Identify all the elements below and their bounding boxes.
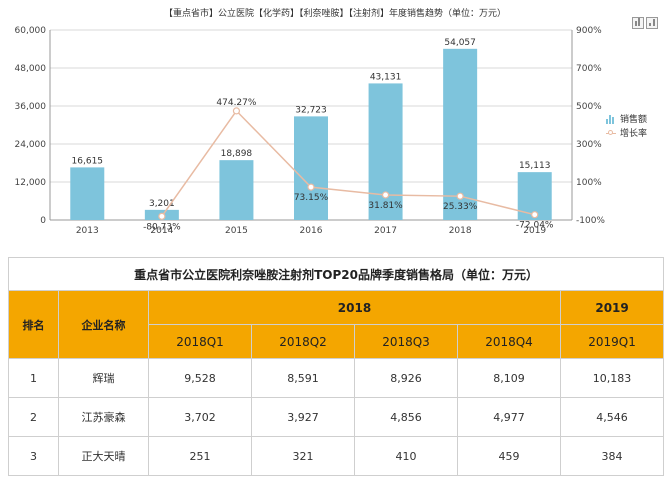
value-cell: 410	[354, 436, 458, 476]
x-tick-label: 2015	[225, 226, 248, 236]
bar-value-label: 3,201	[149, 199, 175, 209]
quarter-header: 2018Q3	[354, 324, 458, 359]
col-header-rank: 排名	[8, 290, 59, 359]
value-cell: 251	[148, 436, 252, 476]
quarter-header: 2018Q1	[148, 324, 252, 359]
y-tick-label: 48,000	[15, 64, 47, 74]
growth-value-label: -80.73%	[143, 222, 181, 232]
value-cell: 321	[251, 436, 355, 476]
table-row: 1 辉瑞 9,528 8,591 8,926 8,109 10,183	[8, 358, 665, 398]
company-cell: 正大天晴	[58, 436, 149, 476]
growth-line	[161, 109, 535, 217]
y2-tick-label: 300%	[576, 140, 602, 150]
legend-label-growth: 增长率	[620, 129, 648, 139]
x-tick-label: 2018	[449, 226, 472, 236]
quarter-header: 2019Q1	[559, 324, 665, 359]
bar-chart-icon[interactable]	[632, 17, 644, 29]
bar-value-label: 54,057	[444, 38, 476, 48]
y2-tick-label: 900%	[576, 26, 602, 36]
table-row: 2 江苏豪森 3,702 3,927 4,856 4,977 4,546	[8, 397, 665, 437]
value-cell: 8,109	[457, 358, 561, 398]
growth-point	[531, 211, 539, 219]
bar-value-label: 32,723	[295, 105, 327, 115]
x-tick-label: 2013	[76, 226, 99, 236]
growth-value-label: 474.27%	[216, 98, 256, 108]
sales-trend-chart: 【重点省市】公立医院【化学药】【利奈唑胺】【注射剂】年度销售趋势（单位：万元） …	[15, 9, 658, 236]
legend-label-sales: 销售额	[620, 115, 648, 125]
x-tick-label: 2016	[300, 226, 323, 236]
growth-value-label: -72.04%	[516, 221, 554, 231]
rank-cell: 2	[8, 397, 59, 437]
quarter-header: 2018Q4	[457, 324, 561, 359]
chart-title: 【重点省市】公立医院【化学药】【利奈唑胺】【注射剂】年度销售趋势（单位：万元）	[163, 9, 506, 19]
chart-legend: 销售额 增长率	[606, 113, 647, 141]
company-cell: 辉瑞	[58, 358, 149, 398]
y-tick-label: 24,000	[15, 140, 47, 150]
growth-point	[381, 191, 390, 199]
growth-value-label: 73.15%	[294, 193, 329, 203]
value-cell: 9,528	[148, 358, 252, 398]
line-legend-icon	[606, 130, 616, 135]
rank-cell: 3	[8, 436, 59, 476]
year-header-2018: 2018	[148, 290, 561, 325]
y2-tick-label: 100%	[576, 178, 602, 188]
y2-tick-label: 700%	[576, 64, 602, 74]
value-cell: 4,546	[559, 397, 665, 437]
value-cell: 3,927	[251, 397, 355, 437]
x-tick-label: 2017	[374, 226, 397, 236]
growth-value-label: 25.33%	[443, 202, 478, 212]
bar-value-label: 18,898	[221, 149, 253, 159]
y-tick-label: 12,000	[15, 178, 47, 188]
growth-value-label: 31.81%	[368, 201, 403, 211]
quarter-header: 2018Q2	[251, 324, 355, 359]
value-cell: 459	[457, 436, 561, 476]
value-cell: 10,183	[559, 358, 665, 398]
x-tick-label: 2019	[523, 226, 546, 236]
growth-point	[307, 183, 315, 191]
bar-value-label: 16,615	[72, 156, 104, 166]
line-chart-icon[interactable]	[646, 17, 658, 29]
growth-point	[158, 212, 166, 220]
bar-value-label: 15,113	[519, 161, 551, 171]
value-cell: 8,591	[251, 358, 355, 398]
bar	[294, 116, 328, 220]
year-header-2019: 2019	[559, 290, 665, 325]
bar	[219, 160, 254, 220]
y2-tick-label: 500%	[576, 102, 602, 112]
chart-plot: 0 -100% 12,000 100% 24,000 300% 36,000 500% 48,0…	[15, 26, 606, 236]
value-cell: 4,856	[354, 397, 458, 437]
col-header-company: 企业名称	[58, 290, 149, 359]
legend-item-growth[interactable]: 增长率	[606, 127, 647, 141]
growth-point	[456, 192, 464, 200]
value-cell: 384	[559, 436, 665, 476]
bar	[70, 167, 105, 220]
y2-tick-label: -100%	[576, 216, 605, 226]
bar	[443, 48, 478, 220]
growth-point	[232, 107, 241, 115]
company-cell: 江苏豪森	[58, 397, 149, 437]
y-tick-label: 0	[40, 216, 46, 226]
rank-cell: 1	[8, 358, 59, 398]
brand-quarterly-table: 重点省市公立医院利奈唑胺注射剂TOP20品牌季度销售格局（单位：万元） 排名 企…	[7, 257, 665, 476]
legend-item-sales[interactable]: 销售额	[606, 113, 647, 127]
table-row: 3 正大天晴 251 321 410 459 384	[8, 436, 665, 476]
value-cell: 8,926	[354, 358, 458, 398]
y-tick-label: 60,000	[15, 26, 47, 36]
x-tick-label: 2014	[150, 226, 173, 236]
bar	[368, 83, 403, 220]
table-title: 重点省市公立医院利奈唑胺注射剂TOP20品牌季度销售格局（单位：万元）	[7, 257, 665, 291]
bar-legend-icon	[606, 115, 614, 124]
value-cell: 4,977	[457, 397, 561, 437]
value-cell: 3,702	[148, 397, 252, 437]
y-tick-label: 36,000	[15, 102, 47, 112]
bar-value-label: 43,131	[370, 72, 402, 82]
